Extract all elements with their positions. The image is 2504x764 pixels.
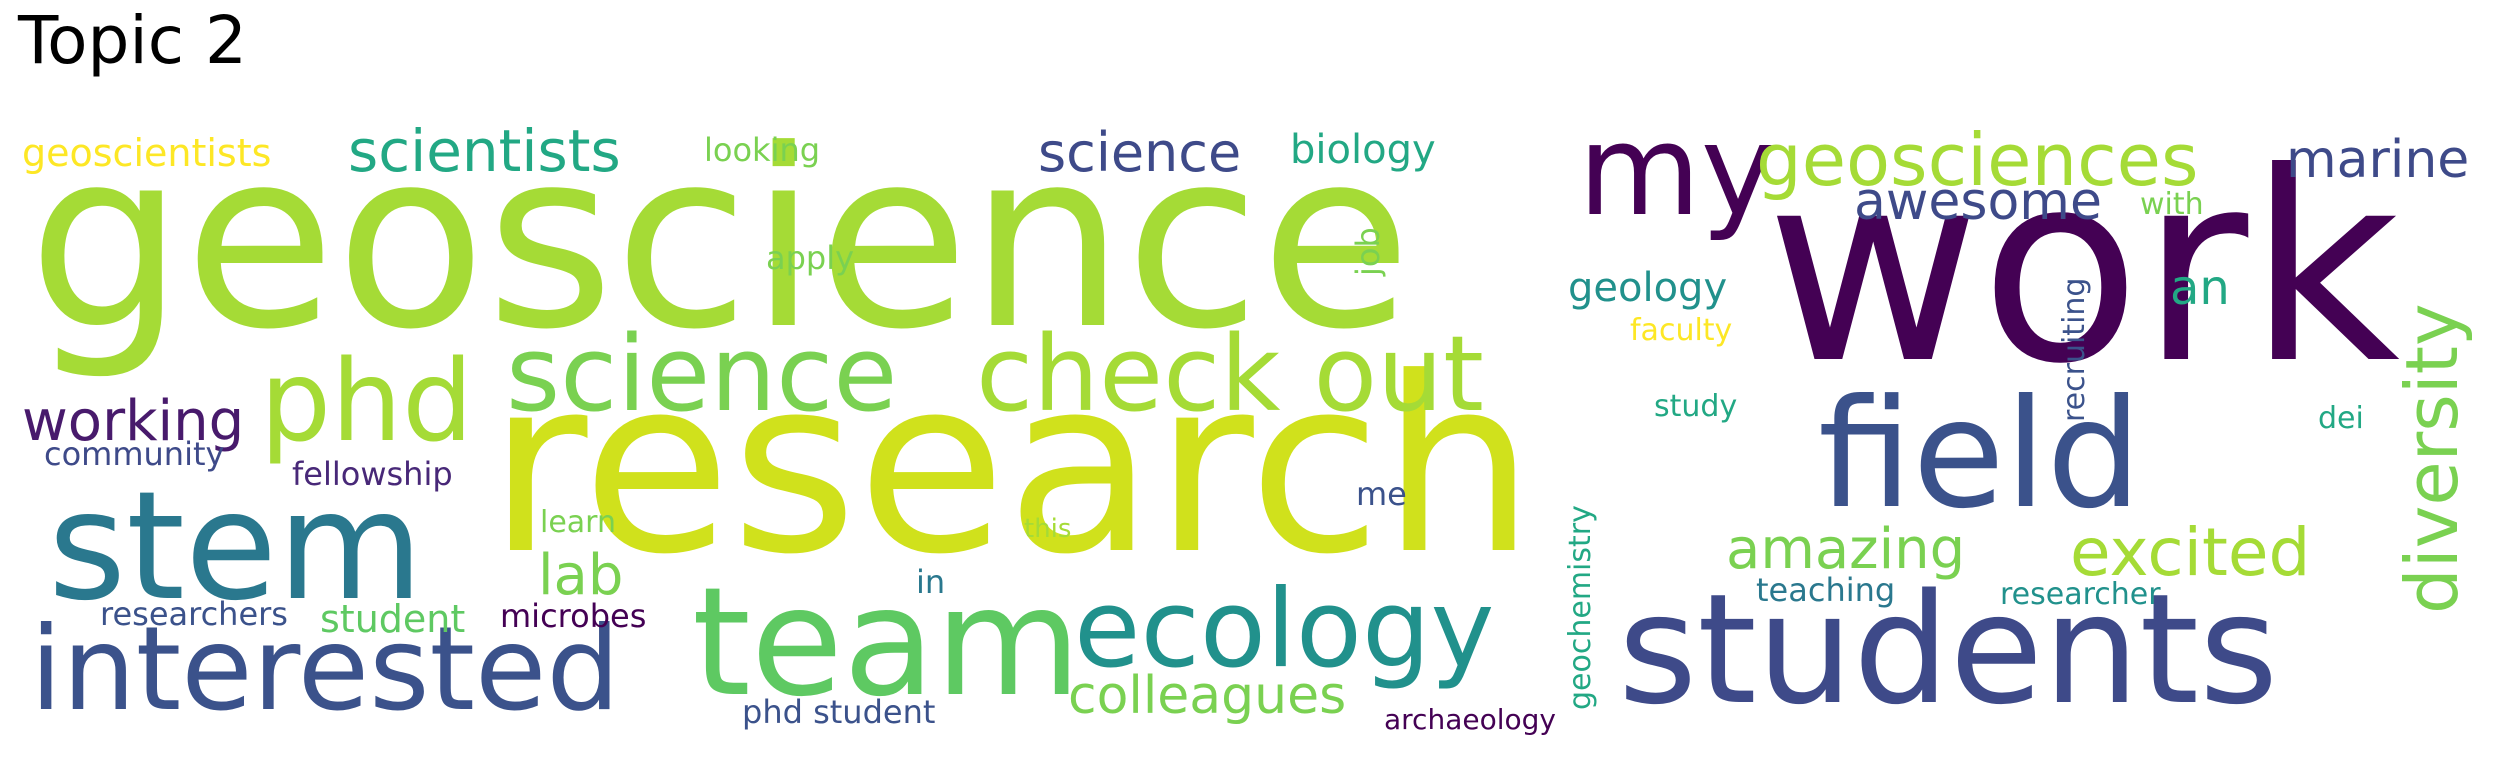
- word-working: working: [22, 389, 245, 454]
- word-work: work: [1766, 116, 2401, 421]
- word-scientists: scientists: [348, 117, 621, 185]
- word-geochemistry: geochemistry: [1563, 505, 1598, 710]
- word-study: study: [1654, 389, 1738, 424]
- word-research: research: [488, 326, 1535, 608]
- word-job: job: [1349, 227, 1387, 276]
- word-teaching: teaching: [1756, 571, 1896, 609]
- word-in: in: [916, 563, 946, 601]
- word-dei: dei: [2318, 401, 2364, 436]
- word-student: student: [320, 597, 466, 641]
- word-me: me: [1356, 475, 1407, 513]
- word-check-out: check out: [976, 313, 1484, 435]
- word-science: science: [1038, 121, 1242, 184]
- word-researcher: researcher: [2000, 577, 2161, 612]
- word-fellowship: fellowship: [292, 455, 453, 493]
- word-looking: looking: [704, 131, 821, 169]
- page-title: Topic 2: [18, 2, 247, 79]
- word-excited: excited: [2070, 514, 2311, 591]
- word-students: students: [1618, 561, 2279, 738]
- word-biology: biology: [1290, 127, 1436, 173]
- word-my: my: [1578, 97, 1776, 244]
- word-geosciences: geosciences: [1756, 118, 2199, 202]
- word-colleagues: colleagues: [1068, 666, 1347, 726]
- word-field: field: [1818, 368, 2142, 542]
- word-team: team: [692, 556, 1082, 730]
- word-ecology: ecology: [1074, 567, 1495, 692]
- word-awesome: awesome: [1854, 172, 2102, 232]
- word-diversity: diversity: [2390, 303, 2474, 614]
- word-archaeology: archaeology: [1384, 703, 1556, 736]
- word-geoscience: geoscience: [28, 98, 1412, 384]
- word-stem: stem: [48, 460, 424, 634]
- word-geology: geology: [1568, 265, 1728, 311]
- word-microbes: microbes: [500, 597, 647, 635]
- word-recruiting: recruiting: [2057, 277, 2092, 422]
- word-geoscientists: geoscientists: [22, 131, 272, 175]
- word-an: an: [2170, 260, 2230, 316]
- word-lab: lab: [538, 543, 624, 608]
- word-marine: marine: [2286, 130, 2470, 190]
- word-phd-student: phd student: [742, 693, 936, 731]
- word-interested: interested: [30, 602, 621, 737]
- word-apply: apply: [766, 239, 855, 277]
- word-amazing: amazing: [1726, 517, 1966, 582]
- word-researchers: researchers: [100, 595, 288, 633]
- word-phd: phd: [260, 337, 474, 467]
- word-this: this: [1024, 514, 1072, 544]
- word-community: community: [44, 435, 225, 473]
- word-learn: learn: [540, 505, 616, 540]
- word-sciences: science: [506, 313, 898, 435]
- word-faculty: faculty: [1630, 313, 1733, 348]
- word-with: with: [2140, 187, 2204, 222]
